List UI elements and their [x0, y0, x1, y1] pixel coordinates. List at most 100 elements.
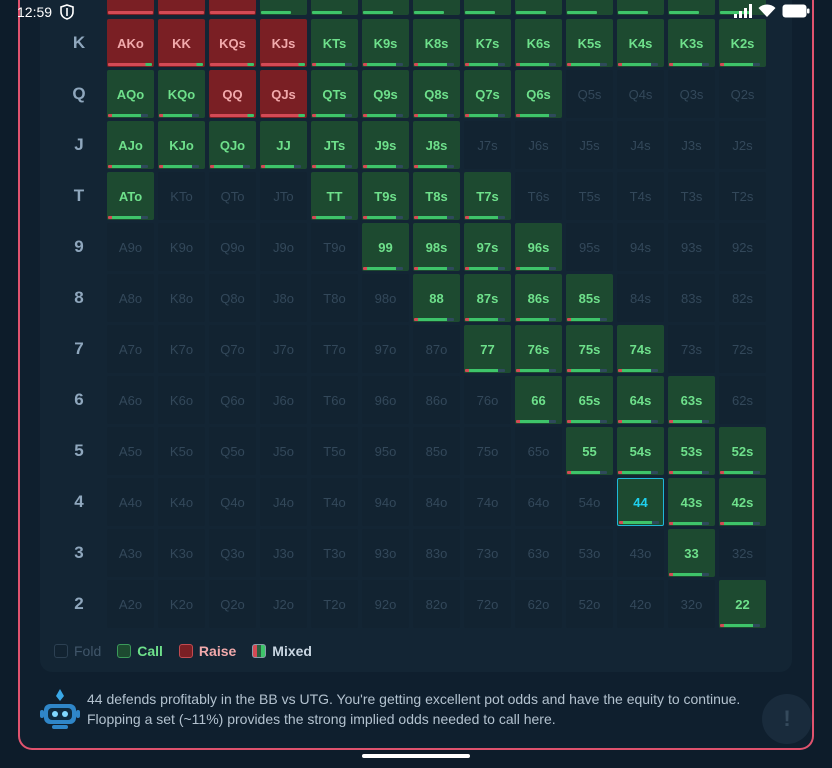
range-cell-73o[interactable]: 73o [464, 529, 511, 577]
range-cell-53o[interactable]: 53o [566, 529, 613, 577]
range-cell-KTo[interactable]: KTo [158, 172, 205, 220]
range-cell-J9o[interactable]: J9o [260, 223, 307, 271]
range-cell-32s[interactable]: 32s [719, 529, 766, 577]
range-cell-T3s[interactable]: T3s [668, 172, 715, 220]
range-cell-K7s[interactable]: K7s [464, 19, 511, 67]
range-cell-Q4o[interactable]: Q4o [209, 478, 256, 526]
range-cell-95s[interactable]: 95s [566, 223, 613, 271]
range-cell-32o[interactable]: 32o [668, 580, 715, 628]
range-cell-top[interactable] [719, 0, 766, 15]
range-cell-top[interactable] [515, 0, 562, 15]
range-cell-Q2s[interactable]: Q2s [719, 70, 766, 118]
range-cell-QTs[interactable]: QTs [311, 70, 358, 118]
range-cell-54s[interactable]: 54s [617, 427, 664, 475]
range-cell-Q9s[interactable]: Q9s [362, 70, 409, 118]
range-cell-Q7s[interactable]: Q7s [464, 70, 511, 118]
range-cell-top[interactable] [107, 0, 154, 15]
range-cell-42s[interactable]: 42s [719, 478, 766, 526]
range-cell-52s[interactable]: 52s [719, 427, 766, 475]
range-cell-T3o[interactable]: T3o [311, 529, 358, 577]
range-cell-QJo[interactable]: QJo [209, 121, 256, 169]
range-cell-AQo[interactable]: AQo [107, 70, 154, 118]
range-cell-T8s[interactable]: T8s [413, 172, 460, 220]
range-cell-43s[interactable]: 43s [668, 478, 715, 526]
range-cell-66[interactable]: 66 [515, 376, 562, 424]
range-cell-top[interactable] [668, 0, 715, 15]
range-cell-87o[interactable]: 87o [413, 325, 460, 373]
range-cell-52o[interactable]: 52o [566, 580, 613, 628]
range-cell-97s[interactable]: 97s [464, 223, 511, 271]
range-cell-97o[interactable]: 97o [362, 325, 409, 373]
range-cell-22[interactable]: 22 [719, 580, 766, 628]
range-cell-J7o[interactable]: J7o [260, 325, 307, 373]
range-cell-JJ[interactable]: JJ [260, 121, 307, 169]
range-cell-64s[interactable]: 64s [617, 376, 664, 424]
range-cell-K2s[interactable]: K2s [719, 19, 766, 67]
range-cell-72o[interactable]: 72o [464, 580, 511, 628]
range-cell-94o[interactable]: 94o [362, 478, 409, 526]
range-cell-K2o[interactable]: K2o [158, 580, 205, 628]
range-cell-86o[interactable]: 86o [413, 376, 460, 424]
range-cell-33[interactable]: 33 [668, 529, 715, 577]
range-cell-KQs[interactable]: KQs [209, 19, 256, 67]
range-cell-99[interactable]: 99 [362, 223, 409, 271]
range-cell-top[interactable] [209, 0, 256, 15]
range-cell-top[interactable] [464, 0, 511, 15]
range-cell-92o[interactable]: 92o [362, 580, 409, 628]
range-cell-63s[interactable]: 63s [668, 376, 715, 424]
range-cell-62s[interactable]: 62s [719, 376, 766, 424]
range-cell-T7s[interactable]: T7s [464, 172, 511, 220]
range-cell-top[interactable] [158, 0, 205, 15]
range-cell-J6s[interactable]: J6s [515, 121, 562, 169]
range-cell-A5o[interactable]: A5o [107, 427, 154, 475]
range-cell-J2s[interactable]: J2s [719, 121, 766, 169]
range-cell-84o[interactable]: 84o [413, 478, 460, 526]
range-cell-72s[interactable]: 72s [719, 325, 766, 373]
range-cell-K4o[interactable]: K4o [158, 478, 205, 526]
info-fab-button[interactable]: ! [762, 694, 812, 744]
range-cell-Q3s[interactable]: Q3s [668, 70, 715, 118]
range-cell-QQ[interactable]: QQ [209, 70, 256, 118]
range-cell-98o[interactable]: 98o [362, 274, 409, 322]
home-indicator[interactable] [362, 754, 470, 758]
range-cell-95o[interactable]: 95o [362, 427, 409, 475]
range-cell-J6o[interactable]: J6o [260, 376, 307, 424]
range-cell-AJo[interactable]: AJo [107, 121, 154, 169]
range-cell-T9s[interactable]: T9s [362, 172, 409, 220]
range-cell-Q9o[interactable]: Q9o [209, 223, 256, 271]
range-cell-top[interactable] [260, 0, 307, 15]
range-cell-82s[interactable]: 82s [719, 274, 766, 322]
range-cell-J8s[interactable]: J8s [413, 121, 460, 169]
range-cell-T7o[interactable]: T7o [311, 325, 358, 373]
range-cell-T2s[interactable]: T2s [719, 172, 766, 220]
range-cell-84s[interactable]: 84s [617, 274, 664, 322]
range-cell-Q3o[interactable]: Q3o [209, 529, 256, 577]
range-cell-65o[interactable]: 65o [515, 427, 562, 475]
range-cell-85s[interactable]: 85s [566, 274, 613, 322]
range-cell-T4o[interactable]: T4o [311, 478, 358, 526]
range-cell-TT[interactable]: TT [311, 172, 358, 220]
range-cell-top[interactable] [413, 0, 460, 15]
range-cell-top[interactable] [362, 0, 409, 15]
range-cell-Q5o[interactable]: Q5o [209, 427, 256, 475]
range-cell-J4o[interactable]: J4o [260, 478, 307, 526]
range-cell-A9o[interactable]: A9o [107, 223, 154, 271]
range-cell-Q6s[interactable]: Q6s [515, 70, 562, 118]
range-cell-Q4s[interactable]: Q4s [617, 70, 664, 118]
range-cell-JTo[interactable]: JTo [260, 172, 307, 220]
range-cell-96o[interactable]: 96o [362, 376, 409, 424]
range-cell-K3s[interactable]: K3s [668, 19, 715, 67]
range-cell-92s[interactable]: 92s [719, 223, 766, 271]
range-cell-42o[interactable]: 42o [617, 580, 664, 628]
range-cell-Q7o[interactable]: Q7o [209, 325, 256, 373]
range-cell-KJo[interactable]: KJo [158, 121, 205, 169]
range-cell-Q6o[interactable]: Q6o [209, 376, 256, 424]
range-cell-J5o[interactable]: J5o [260, 427, 307, 475]
range-cell-A2o[interactable]: A2o [107, 580, 154, 628]
range-cell-Q8o[interactable]: Q8o [209, 274, 256, 322]
range-cell-77[interactable]: 77 [464, 325, 511, 373]
range-cell-KQo[interactable]: KQo [158, 70, 205, 118]
range-cell-KTs[interactable]: KTs [311, 19, 358, 67]
range-cell-53s[interactable]: 53s [668, 427, 715, 475]
range-cell-65s[interactable]: 65s [566, 376, 613, 424]
